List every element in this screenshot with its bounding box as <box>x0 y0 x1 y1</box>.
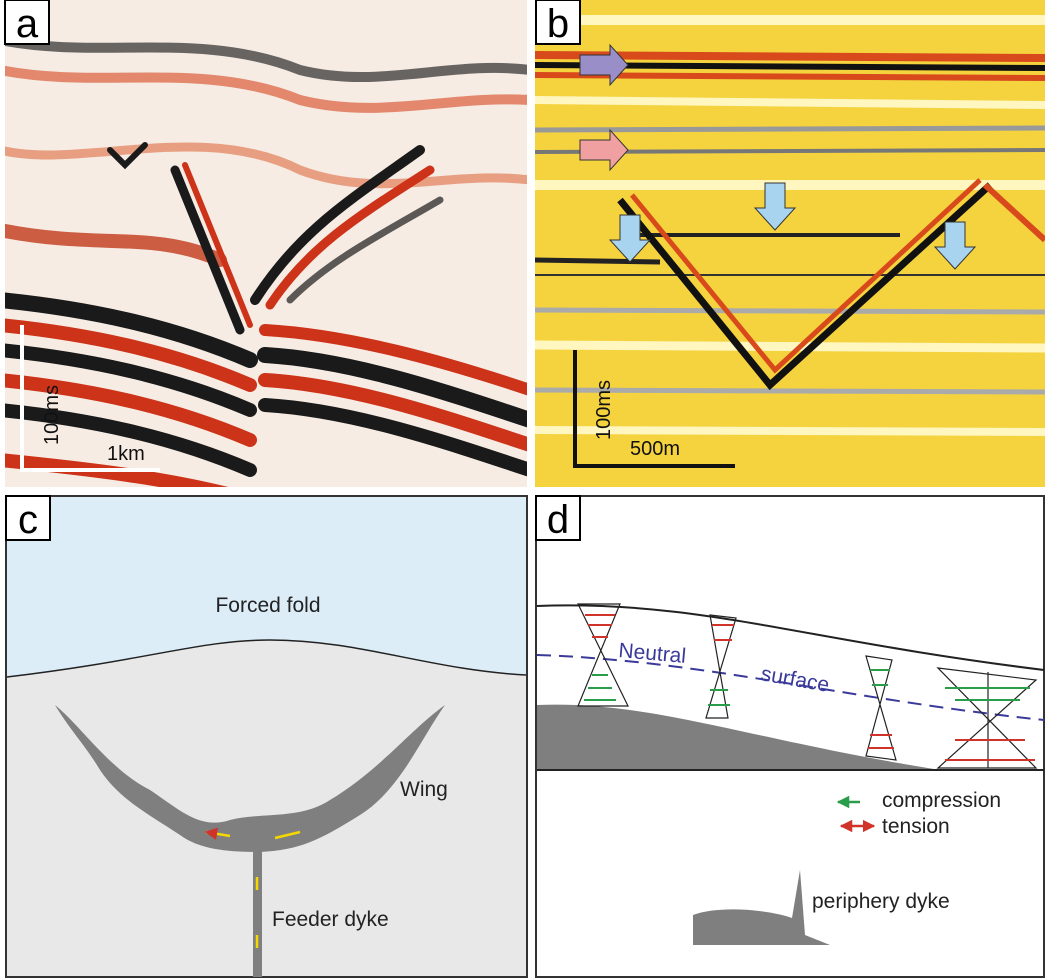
panel-label: a <box>16 2 39 46</box>
seismic-a <box>0 0 530 500</box>
diagram-c <box>6 496 527 977</box>
tension-legend: tension <box>882 815 950 838</box>
panel-label: c <box>18 498 38 542</box>
panel-label: b <box>547 2 569 46</box>
periphery-dyke-label: periphery dyke <box>812 890 950 913</box>
scale-distance: 1km <box>107 443 145 465</box>
diagram-d <box>536 496 1044 977</box>
compression-legend: compression <box>882 789 1001 812</box>
scale-time: 100ms <box>41 385 63 445</box>
forced-fold-label: Forced fold <box>215 594 320 617</box>
scale-time: 100ms <box>593 380 615 440</box>
figure: 100ms 1km a <box>0 0 1045 979</box>
feeder-dyke-label: Feeder dyke <box>272 908 389 931</box>
wing-label: Wing <box>400 778 448 801</box>
scale-distance: 500m <box>630 438 680 460</box>
panel-label: d <box>547 498 569 542</box>
